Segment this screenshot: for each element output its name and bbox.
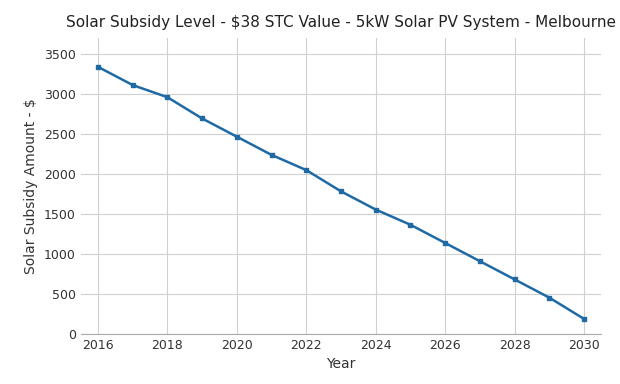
Y-axis label: Solar Subsidy Amount - $: Solar Subsidy Amount - $ [24, 98, 38, 274]
X-axis label: Year: Year [326, 358, 356, 371]
Title: Solar Subsidy Level - $38 STC Value - 5kW Solar PV System - Melbourne: Solar Subsidy Level - $38 STC Value - 5k… [66, 15, 616, 30]
